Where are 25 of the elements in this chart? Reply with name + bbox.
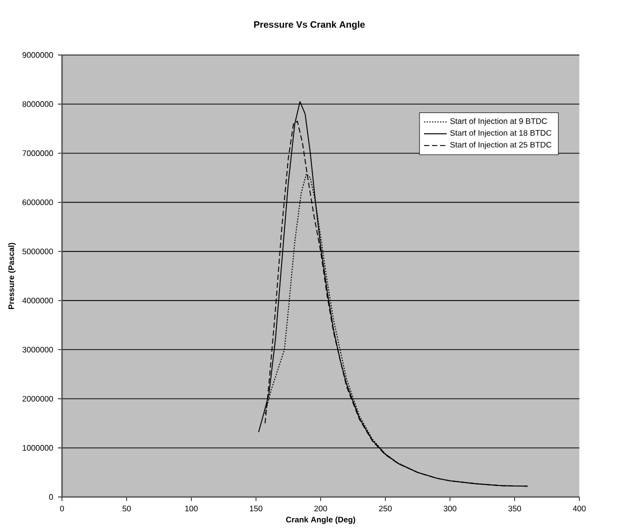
x-tick-label: 150: [250, 505, 262, 512]
y-tick-label: 0: [49, 494, 53, 500]
x-tick-label: 200: [314, 505, 328, 512]
x-tick-label: 400: [572, 505, 586, 512]
x-tick-label: 100: [185, 505, 198, 512]
legend-label: Start of Injection at 18 BTDC: [450, 130, 552, 138]
legend-label: Start of Injection at 9 BTDC: [450, 118, 547, 126]
y-tick-label: 8000000: [22, 101, 53, 107]
x-tick-label: 0: [60, 505, 64, 512]
y-tick-label: 7000000: [22, 150, 53, 156]
chart-title: Pressure Vs Crank Angle: [254, 20, 365, 30]
y-tick-label: 3000000: [22, 346, 53, 352]
x-tick-label: 50: [122, 505, 131, 512]
x-tick-label: 300: [444, 505, 456, 512]
legend-label: Start of Injection at 25 BTDC: [450, 141, 552, 149]
y-tick-label: 2000000: [22, 396, 53, 402]
x-tick-label: 350: [508, 505, 522, 512]
y-tick-label: 9000000: [22, 52, 53, 58]
y-tick-label: 6000000: [22, 199, 53, 205]
y-tick-label: 1000000: [22, 444, 53, 450]
x-axis-title: Crank Angle (Deg): [286, 516, 356, 524]
y-tick-label: 5000000: [22, 248, 53, 254]
y-axis-title: Pressure (Pascal): [8, 242, 16, 309]
x-tick-label: 250: [379, 505, 392, 512]
y-tick-label: 4000000: [22, 298, 53, 304]
